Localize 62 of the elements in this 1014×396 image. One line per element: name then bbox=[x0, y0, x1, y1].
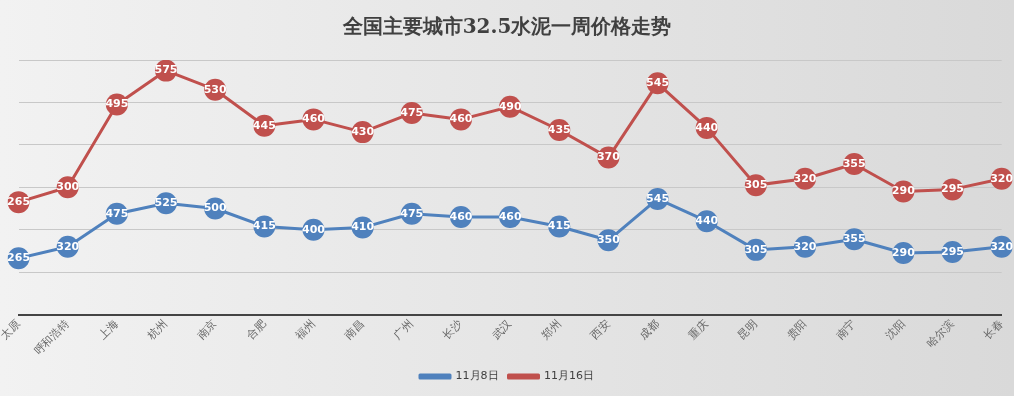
x-tick-label: 西安 bbox=[587, 317, 613, 342]
data-label: 265 bbox=[7, 194, 31, 208]
data-label: 495 bbox=[105, 97, 129, 111]
x-tick-label: 南京 bbox=[194, 317, 220, 342]
data-label: 295 bbox=[941, 182, 964, 196]
x-tick-label: 昆明 bbox=[735, 317, 761, 342]
x-tick-label: 哈尔滨 bbox=[924, 317, 957, 350]
data-label: 435 bbox=[547, 122, 571, 136]
x-tick-label: 南宁 bbox=[833, 317, 859, 342]
data-label: 460 bbox=[498, 209, 522, 223]
legend-label: 11月8日 bbox=[455, 369, 499, 383]
data-label: 290 bbox=[891, 184, 916, 198]
x-tick-label: 合肥 bbox=[243, 317, 269, 342]
x-tick-label: 广州 bbox=[391, 317, 416, 342]
x-tick-label: 成都 bbox=[636, 317, 662, 342]
data-label: 265 bbox=[7, 251, 31, 265]
data-label: 525 bbox=[154, 196, 178, 210]
data-label: 460 bbox=[449, 209, 473, 223]
data-label: 290 bbox=[891, 245, 916, 259]
x-tick-label: 重庆 bbox=[686, 317, 711, 342]
x-tick-label: 呼和浩特 bbox=[31, 317, 72, 358]
data-label: 475 bbox=[400, 206, 424, 220]
data-label: 320 bbox=[990, 171, 1014, 185]
x-tick-label: 长沙 bbox=[440, 317, 466, 342]
x-tick-label: 沈阳 bbox=[882, 317, 908, 342]
data-label: 415 bbox=[547, 219, 571, 233]
data-label: 300 bbox=[56, 180, 80, 194]
data-label: 320 bbox=[990, 239, 1014, 253]
data-label: 400 bbox=[302, 222, 326, 236]
data-label: 415 bbox=[252, 219, 276, 233]
chart-title: 全国主要城市32.5水泥一周价格走势 bbox=[341, 14, 672, 39]
data-label: 370 bbox=[596, 150, 621, 164]
data-label: 355 bbox=[842, 156, 866, 170]
x-tick-label: 武汉 bbox=[489, 317, 515, 342]
data-label: 460 bbox=[302, 112, 326, 126]
data-label: 475 bbox=[105, 206, 129, 220]
data-label: 500 bbox=[203, 201, 227, 215]
data-label: 575 bbox=[154, 63, 178, 77]
data-label: 490 bbox=[498, 99, 522, 113]
data-label: 320 bbox=[793, 239, 817, 253]
data-label: 545 bbox=[646, 76, 670, 90]
x-tick-label: 南昌 bbox=[342, 317, 367, 342]
x-tick-label: 贵阳 bbox=[784, 317, 810, 342]
x-tick-label: 郑州 bbox=[538, 317, 564, 342]
x-tick-label: 上海 bbox=[96, 317, 122, 342]
data-label: 460 bbox=[449, 112, 473, 126]
data-label: 350 bbox=[596, 233, 621, 247]
data-label: 410 bbox=[351, 220, 375, 234]
x-tick-label: 长春 bbox=[981, 317, 1006, 342]
data-label: 295 bbox=[941, 244, 964, 258]
data-label: 305 bbox=[744, 178, 768, 192]
x-tick-label: 杭州 bbox=[144, 317, 171, 343]
data-label: 305 bbox=[744, 242, 768, 256]
x-tick-label: 福州 bbox=[292, 317, 318, 342]
data-label: 530 bbox=[203, 82, 227, 96]
data-label: 355 bbox=[842, 232, 866, 246]
data-label: 320 bbox=[793, 171, 817, 185]
data-label: 445 bbox=[252, 118, 276, 132]
legend-label: 11月16日 bbox=[544, 369, 594, 383]
data-label: 430 bbox=[351, 124, 375, 138]
data-label: 320 bbox=[56, 239, 80, 253]
data-label: 545 bbox=[646, 191, 670, 205]
